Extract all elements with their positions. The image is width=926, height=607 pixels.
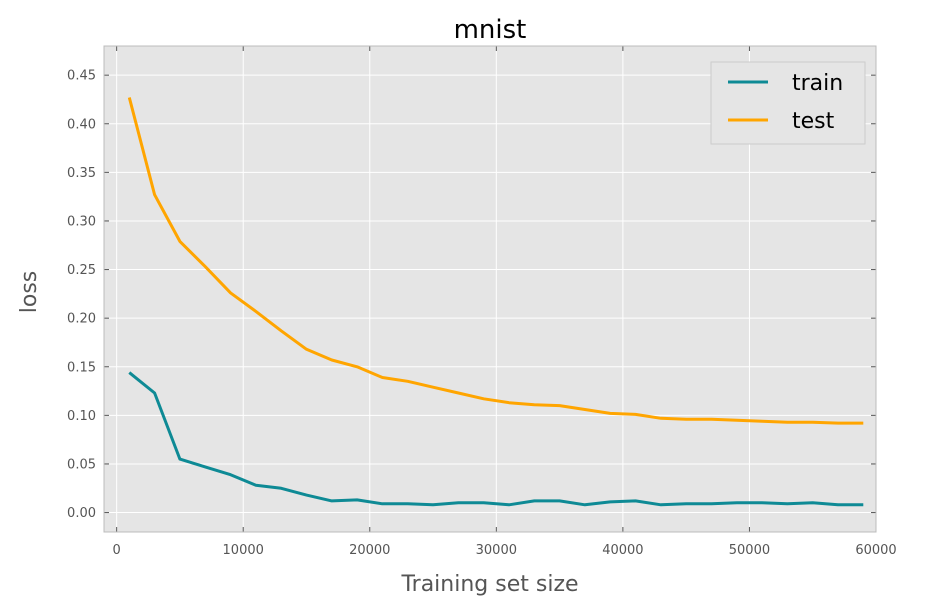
grid-lines [104,46,877,532]
series-line-train [128,371,864,507]
y-tick-label: 0.25 [67,263,96,278]
x-axis-title: Training set size [400,572,578,597]
x-tick-label: 20000 [349,543,390,558]
x-tick-label: 10000 [223,543,264,558]
series-line-test [127,97,864,425]
y-tick-label: 0.05 [67,457,96,472]
x-tick-label: 50000 [729,543,770,558]
x-tick-label: 60000 [855,543,896,558]
plot-border [103,45,877,533]
axis-ticks: 0 10000 20000 30000 40000 50000 60000 0.00 0.05 0… [67,46,897,558]
legend-label-test: test [792,109,835,134]
legend-label-train: train [792,71,843,96]
x-tick-label: 0 [113,543,121,558]
y-tick-label: 0.00 [67,506,96,521]
x-tick-label: 30000 [476,543,517,558]
x-tick-label: 40000 [602,543,643,558]
chart-title: mnist [454,15,527,45]
y-tick-label: 0.30 [67,214,96,229]
legend-box [710,61,866,145]
y-tick-label: 0.45 [67,69,96,84]
y-tick-label: 0.20 [67,312,96,327]
y-tick-label: 0.10 [67,409,96,424]
series-lines [127,97,864,507]
y-tick-label: 0.40 [67,117,96,132]
y-tick-label: 0.35 [67,166,96,181]
y-axis-title: loss [17,271,42,314]
y-tick-label: 0.15 [67,360,96,375]
legend: train test [710,61,866,145]
